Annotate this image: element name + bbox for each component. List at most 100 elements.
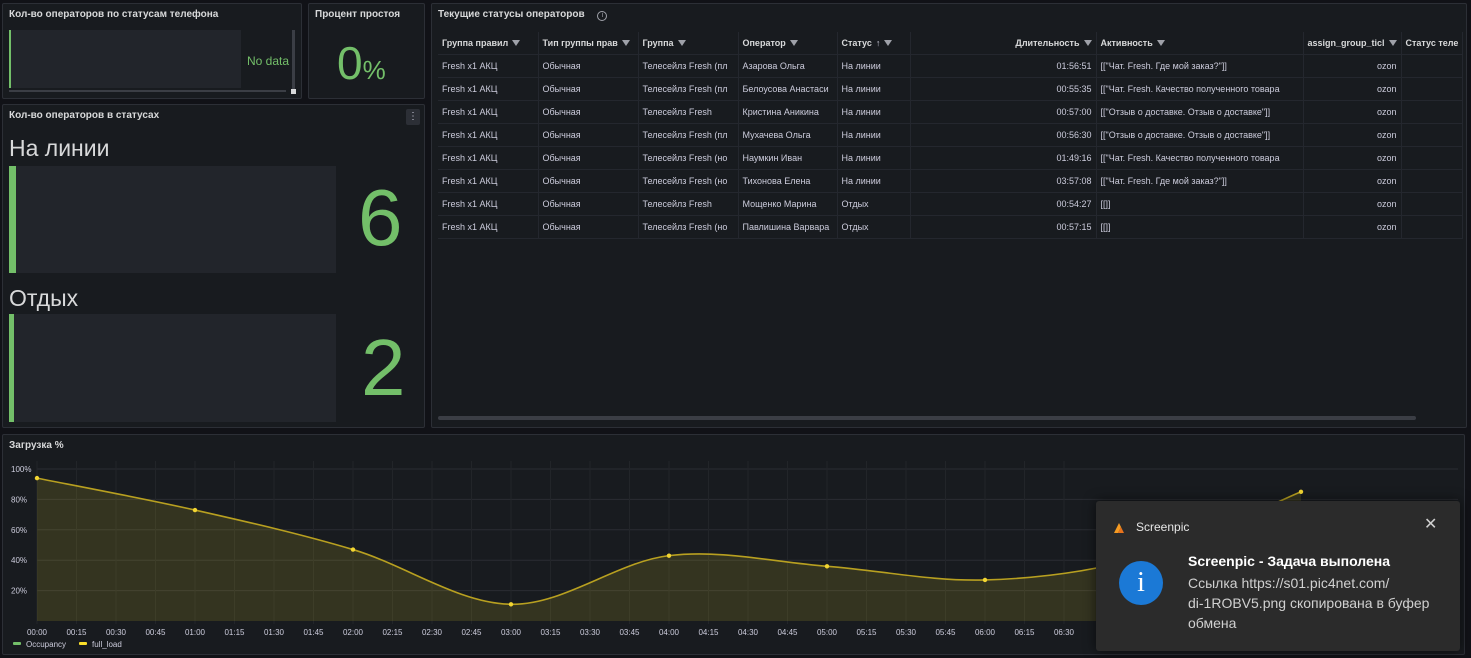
- vertical-scrollbar[interactable]: [292, 30, 295, 90]
- table-cell: Мухачева Ольга: [738, 123, 838, 147]
- table-row[interactable]: Fresh x1 АКЦ Обычная Телесейлз Fresh (пл Му…: [438, 123, 1463, 147]
- x-tick-label: 03:00: [501, 628, 522, 637]
- table-cell: 00:56:30: [910, 123, 1097, 147]
- y-tick-label: 80%: [11, 495, 27, 504]
- table-cell: Мощенко Марина: [738, 192, 838, 216]
- table-cell: 00:57:00: [910, 100, 1097, 124]
- full-load-point: [824, 564, 830, 569]
- idle-percent-value: 0%: [337, 36, 386, 90]
- table-cell: Fresh x1 АКЦ: [438, 123, 539, 147]
- x-tick-label: 01:45: [303, 628, 324, 637]
- toast-message-line: di-1ROBV5.png скопирована в буфер: [1188, 595, 1430, 611]
- no-data-label: No data: [247, 54, 290, 68]
- column-header[interactable]: Активность: [1096, 32, 1304, 55]
- x-tick-label: 06:30: [1054, 628, 1075, 637]
- x-tick-label: 00:30: [106, 628, 127, 637]
- x-tick-label: 02:45: [461, 628, 482, 637]
- table-cell: ozon: [1303, 169, 1402, 193]
- table-cell: Телесейлз Fresh (но: [638, 169, 739, 193]
- table-cell: ozon: [1303, 123, 1402, 147]
- info-icon[interactable]: i: [597, 11, 608, 21]
- filter-icon[interactable]: [1156, 40, 1165, 47]
- table-cell: Азарова Ольга: [738, 54, 838, 78]
- table-cell: Обычная: [538, 54, 639, 78]
- table-cell: Обычная: [538, 215, 639, 239]
- filter-icon[interactable]: [1388, 40, 1397, 47]
- table-cell: 00:55:35: [910, 77, 1097, 101]
- table-cell: [["Чат. Fresh. Качество полученного това…: [1096, 146, 1304, 170]
- table-cell: [1401, 169, 1463, 193]
- filter-icon[interactable]: [512, 40, 521, 47]
- x-tick-label: 01:00: [185, 628, 206, 637]
- table-cell: ozon: [1303, 215, 1402, 239]
- table-row[interactable]: Fresh x1 АКЦ Обычная Телесейлз Fresh Мощенк…: [438, 192, 1463, 216]
- table-cell: 01:56:51: [910, 54, 1097, 78]
- sort-ascending-icon[interactable]: ↑: [875, 37, 881, 48]
- x-tick-label: 04:30: [738, 628, 759, 637]
- notification-toast[interactable]: Screenpic ✕ i Screenpic - Задача выполен…: [1096, 501, 1460, 651]
- status-value-rest: 2: [361, 323, 406, 412]
- toast-message-line: обмена: [1188, 615, 1237, 631]
- table-cell: Телесейлз Fresh: [638, 100, 739, 124]
- table-cell: 03:57:08: [910, 169, 1097, 193]
- x-tick-label: 04:15: [698, 628, 719, 637]
- filter-icon[interactable]: [884, 40, 893, 47]
- table-cell: Обычная: [538, 169, 639, 193]
- legend-swatch: [13, 642, 21, 645]
- panel-menu-icon[interactable]: ⋮: [406, 109, 420, 125]
- table-row[interactable]: Fresh x1 АКЦ Обычная Телесейлз Fresh (но Па…: [438, 215, 1463, 239]
- x-tick-label: 03:30: [580, 628, 601, 637]
- table-cell: Fresh x1 АКЦ: [438, 54, 539, 78]
- column-header[interactable]: Статус теле: [1401, 32, 1463, 55]
- table-cell: На линии: [837, 54, 911, 78]
- x-tick-label: 02:30: [422, 628, 443, 637]
- table-cell: На линии: [837, 146, 911, 170]
- x-tick-label: 01:15: [224, 628, 245, 637]
- column-header[interactable]: Тип группы прав: [538, 32, 639, 55]
- table-cell: 00:57:15: [910, 215, 1097, 239]
- table-cell: На линии: [837, 77, 911, 101]
- close-icon[interactable]: ✕: [1424, 516, 1438, 533]
- column-header[interactable]: Группа правил: [438, 32, 539, 55]
- toast-message: Ссылка https://s01.pic4net.com/ di-1ROBV…: [1188, 573, 1429, 633]
- column-header[interactable]: assign_group_ticl: [1303, 32, 1402, 55]
- table-row[interactable]: Fresh x1 АКЦ Обычная Телесейлз Fresh Кристи…: [438, 100, 1463, 124]
- filter-icon[interactable]: [621, 40, 630, 47]
- table-header-row: Группа правил Тип группы прав Группа Опе…: [438, 32, 1463, 55]
- table-horizontal-scrollbar[interactable]: [438, 416, 1416, 420]
- table-cell: Обычная: [538, 146, 639, 170]
- table-cell: [["Чат. Fresh. Качество полученного това…: [1096, 77, 1304, 101]
- full-load-point: [666, 553, 672, 558]
- table-cell: [["Отзыв о доставке. Отзыв о доставке"]]: [1096, 100, 1304, 124]
- table-cell: [[]]: [1096, 215, 1304, 239]
- column-header[interactable]: Длительность: [910, 32, 1097, 55]
- table-cell: ozon: [1303, 100, 1402, 124]
- table-cell: Fresh x1 АКЦ: [438, 192, 539, 216]
- table-row[interactable]: Fresh x1 АКЦ Обычная Телесейлз Fresh (но На…: [438, 146, 1463, 170]
- x-tick-label: 05:30: [896, 628, 917, 637]
- table-row[interactable]: Fresh x1 АКЦ Обычная Телесейлз Fresh (пл Бе…: [438, 77, 1463, 101]
- panel-title: Текущие статусы операторов i: [438, 9, 608, 21]
- y-tick-label: 40%: [11, 556, 27, 565]
- idle-percent-panel: Процент простоя 0%: [308, 3, 425, 99]
- x-tick-label: 05:45: [935, 628, 956, 637]
- empty-bar-area: [9, 30, 241, 88]
- table-row[interactable]: Fresh x1 АКЦ Обычная Телесейлз Fresh (пл Аз…: [438, 54, 1463, 78]
- horizontal-scrollbar[interactable]: [9, 90, 286, 92]
- legend-label: full_load: [92, 640, 122, 649]
- table-cell: Павлишина Варвара: [738, 215, 838, 239]
- table-row[interactable]: Fresh x1 АКЦ Обычная Телесейлз Fresh (но Ти…: [438, 169, 1463, 193]
- filter-icon[interactable]: [1083, 40, 1092, 47]
- x-tick-label: 05:00: [817, 628, 838, 637]
- filter-icon[interactable]: [677, 40, 686, 47]
- table-cell: ozon: [1303, 192, 1402, 216]
- table-cell: Fresh x1 АКЦ: [438, 169, 539, 193]
- table-cell: Телесейлз Fresh (пл: [638, 54, 739, 78]
- column-header[interactable]: Группа: [638, 32, 739, 55]
- table-cell: Отдых: [837, 215, 911, 239]
- statuses-table: Группа правил Тип группы прав Группа Опе…: [438, 32, 1463, 239]
- column-header[interactable]: Оператор: [738, 32, 838, 55]
- filter-icon[interactable]: [789, 40, 798, 47]
- column-header[interactable]: Статус ↑: [837, 32, 911, 55]
- table-cell: 00:54:27: [910, 192, 1097, 216]
